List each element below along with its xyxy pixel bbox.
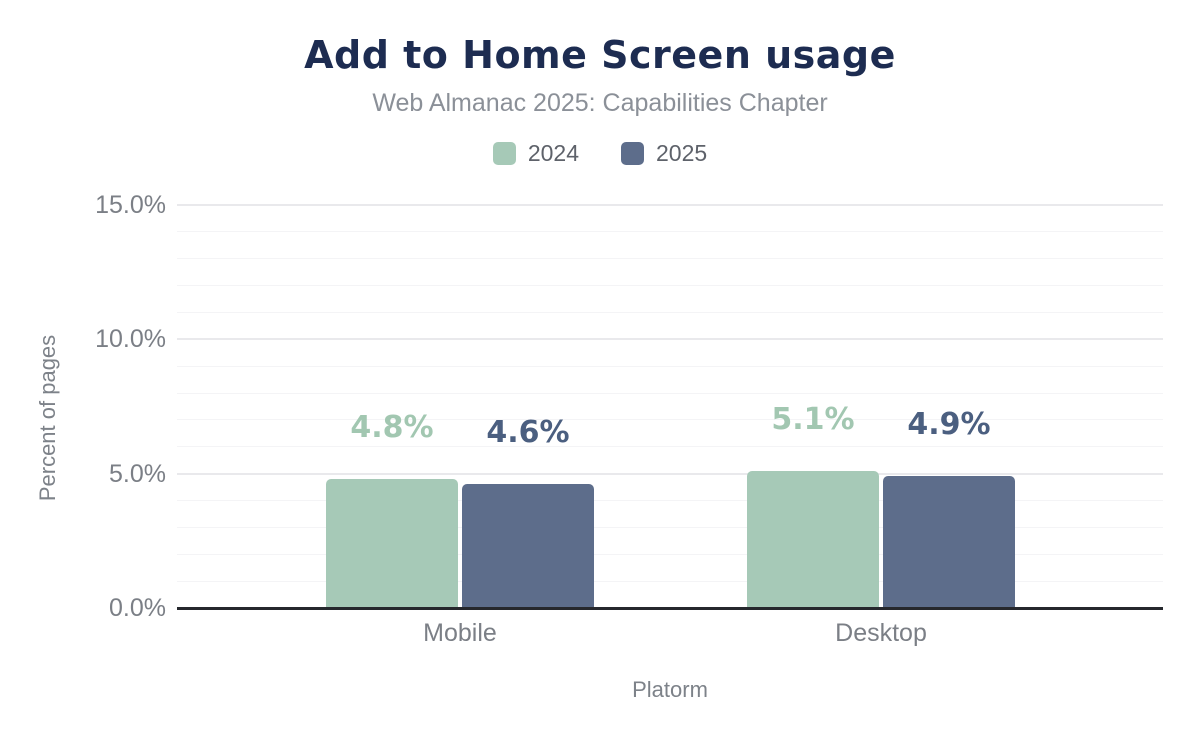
gridline-minor — [177, 553, 1163, 555]
chart-title: Add to Home Screen usage — [304, 33, 896, 77]
bar-2024-mobile — [326, 479, 458, 608]
legend-label: 2024 — [527, 140, 579, 166]
y-tick-label-10.0%: 10.0% — [95, 325, 166, 354]
x-tick-label-mobile: Mobile — [423, 619, 497, 647]
y-tick-label-15.0%: 15.0% — [95, 191, 166, 219]
x-tick-label-desktop: Desktop — [835, 619, 927, 647]
gridline-minor — [177, 285, 1163, 287]
gridline-minor — [177, 392, 1163, 394]
y-tick-label-5.0%: 5.0% — [109, 459, 166, 488]
legend-label: 2025 — [656, 140, 708, 166]
x-axis-title: Platorm — [632, 677, 708, 702]
gridline-minor — [177, 231, 1163, 233]
gridline-major — [177, 204, 1163, 206]
y-axis-title: Percent of pages — [35, 334, 60, 502]
gridline-minor — [177, 446, 1163, 448]
plot-area: 4.8% 5.1% 4.6% 4.9% Mobile Desktop — [177, 204, 1163, 647]
legend-swatch-2025 — [621, 142, 644, 165]
bar-2025-mobile — [462, 484, 594, 608]
bar-2025-desktop — [883, 476, 1015, 608]
gridline-minor — [177, 311, 1163, 313]
gridline-minor — [177, 258, 1163, 260]
chart-subtitle: Web Almanac 2025: Capabilities Chapter — [372, 89, 828, 117]
bar-2024-desktop — [747, 471, 879, 608]
value-label-2024-desktop: 5.1% — [771, 402, 855, 437]
legend-swatch-2024 — [492, 142, 516, 165]
value-label-2025-mobile: 4.6% — [486, 415, 570, 450]
gridline-major — [177, 338, 1163, 341]
y-tick-label-0.0%: 0.0% — [109, 594, 166, 622]
x-axis-line — [177, 607, 1163, 610]
gridline-major — [177, 472, 1163, 475]
legend-item-2024: 2024 — [492, 140, 579, 167]
value-label-2025-desktop: 4.9% — [907, 407, 991, 442]
gridline-minor — [177, 580, 1163, 582]
gridline-minor — [177, 419, 1163, 421]
legend: 2024 2025 — [0, 140, 1200, 167]
gridline-minor — [177, 526, 1163, 528]
gridline-minor — [177, 500, 1163, 502]
value-label-2024-mobile: 4.8% — [350, 410, 434, 445]
legend-item-2025: 2025 — [621, 140, 707, 167]
gridline-minor — [177, 365, 1163, 367]
